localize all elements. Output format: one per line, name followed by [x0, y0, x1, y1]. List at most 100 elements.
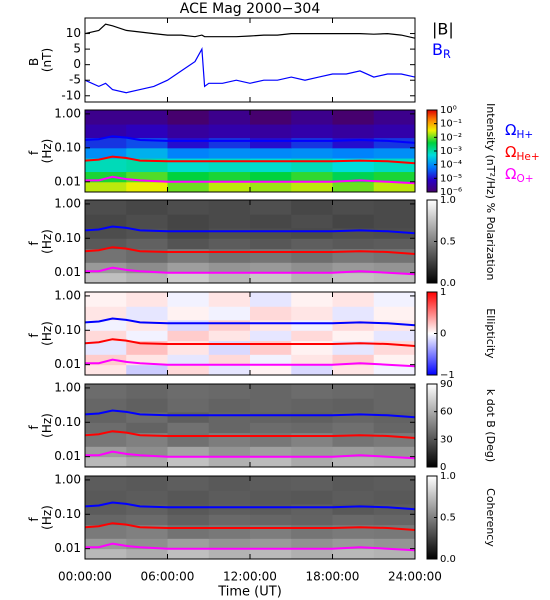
heatmap-cell — [250, 398, 292, 413]
heatmap-cell — [250, 238, 292, 250]
series-line — [85, 266, 415, 276]
heatmap-cell — [291, 398, 333, 413]
heatmap-cell — [167, 124, 210, 139]
heatmap-cell — [373, 422, 415, 434]
colorbar-tick-label: 0.5 — [440, 513, 456, 524]
colorbar-label: Coherency — [484, 488, 497, 547]
heatmap-cell — [332, 398, 375, 413]
heatmap-cell — [85, 319, 127, 331]
y-tick-label: 0.10 — [54, 140, 81, 154]
heatmap-cell — [250, 411, 292, 423]
y-tick-label: 0.01 — [54, 449, 81, 463]
heatmap-cell — [373, 514, 415, 526]
heatmap-cell — [250, 548, 292, 559]
heatmap-cell — [291, 319, 333, 331]
heatmap-cell — [291, 548, 333, 559]
chart-title: ACE Mag 2000−304 — [180, 1, 321, 17]
heatmap-cell — [332, 503, 375, 515]
heatmap-cell — [208, 548, 251, 559]
heatmap-cell — [167, 262, 210, 274]
heatmap-cell — [208, 200, 251, 215]
heatmap-cell — [332, 364, 375, 375]
heatmap-cell — [332, 330, 375, 342]
series-line — [85, 338, 415, 347]
heatmap-cell — [332, 456, 375, 467]
series-line — [85, 175, 415, 185]
heatmap-cell — [126, 214, 168, 229]
heatmap-cell — [332, 227, 375, 239]
colorbar-tick-label: 10⁻³ — [440, 146, 462, 157]
heatmap-cell — [250, 456, 292, 467]
series-line — [85, 23, 415, 39]
heatmap-cell — [373, 238, 415, 250]
heatmap-cell — [208, 262, 251, 274]
heatmap-cell — [332, 238, 375, 250]
heatmap-cell — [208, 181, 251, 192]
heatmap-cell — [167, 354, 210, 366]
plot-area — [85, 200, 415, 283]
legend-entry: |B| — [432, 20, 454, 39]
heatmap-cell — [167, 446, 210, 458]
heatmap-cell — [167, 306, 210, 321]
y-tick-label: 5 — [73, 42, 81, 56]
colorbar-tick-label: 1 — [440, 287, 446, 298]
heatmap-cell — [126, 262, 168, 274]
heatmap-cell — [291, 538, 333, 550]
heatmap-cell — [291, 330, 333, 342]
heatmap-cell — [332, 306, 375, 321]
colorbar-tick-label: 10⁻⁴ — [440, 160, 462, 171]
heatmap-cell — [126, 456, 168, 467]
heatmap-cell — [250, 538, 292, 550]
heatmap-cell — [373, 171, 415, 183]
heatmap-cell — [291, 181, 333, 192]
heatmap-cell — [373, 319, 415, 331]
heatmap-cell — [332, 137, 375, 149]
heatmap-cell — [250, 171, 292, 183]
heatmap-cell — [126, 538, 168, 550]
heatmap-cell — [373, 503, 415, 515]
heatmap-cell — [373, 340, 415, 355]
heatmap-cell — [373, 456, 415, 467]
heatmap-cell — [332, 548, 375, 559]
heatmap-cell — [250, 330, 292, 342]
heatmap-cell — [250, 200, 292, 215]
colorbar-label: k dot B (Deg) — [484, 389, 497, 462]
heatmap-cell — [85, 171, 127, 183]
heatmap-cell — [167, 272, 210, 283]
heatmap-cell — [85, 262, 127, 274]
heatmap-cell — [291, 306, 333, 321]
heatmap-cell — [126, 364, 168, 375]
y-axis-label: f (Hz) — [27, 229, 54, 254]
colorbar-tick-label: 10⁻⁶ — [440, 187, 462, 198]
heatmap-cell — [250, 306, 292, 321]
heatmap-cell — [373, 272, 415, 283]
heatmap-cell — [85, 124, 127, 139]
heatmap-cell — [332, 200, 375, 215]
heatmap-cell — [85, 476, 127, 491]
heatmap-cell — [167, 538, 210, 550]
heatmap-cell — [126, 292, 168, 307]
heatmap-cell — [126, 272, 168, 283]
heatmap-cell — [167, 158, 210, 173]
heatmap-cell — [373, 110, 415, 125]
heatmap-cell — [208, 384, 251, 399]
x-tick-label: 24:00:00 — [388, 570, 442, 584]
heatmap-cell — [126, 422, 168, 434]
y-tick-label: 0.10 — [54, 323, 81, 337]
y-axis-label: f (Hz) — [27, 505, 54, 530]
heatmap-cell — [85, 238, 127, 250]
heatmap-cell — [208, 490, 251, 505]
heatmap-cell — [291, 248, 333, 263]
heatmap-cell — [332, 354, 375, 366]
heatmap-cell — [85, 248, 127, 263]
y-tick-label: -10 — [61, 88, 81, 102]
heatmap-cell — [373, 490, 415, 505]
heatmap-cell — [167, 227, 210, 239]
heatmap-cell — [126, 384, 168, 399]
colorbar-tick-label: 0 — [440, 329, 446, 340]
heatmap-cell — [167, 422, 210, 434]
heatmap-cell — [373, 330, 415, 342]
heatmap-cell — [126, 110, 168, 125]
heatmap-cell — [291, 456, 333, 467]
